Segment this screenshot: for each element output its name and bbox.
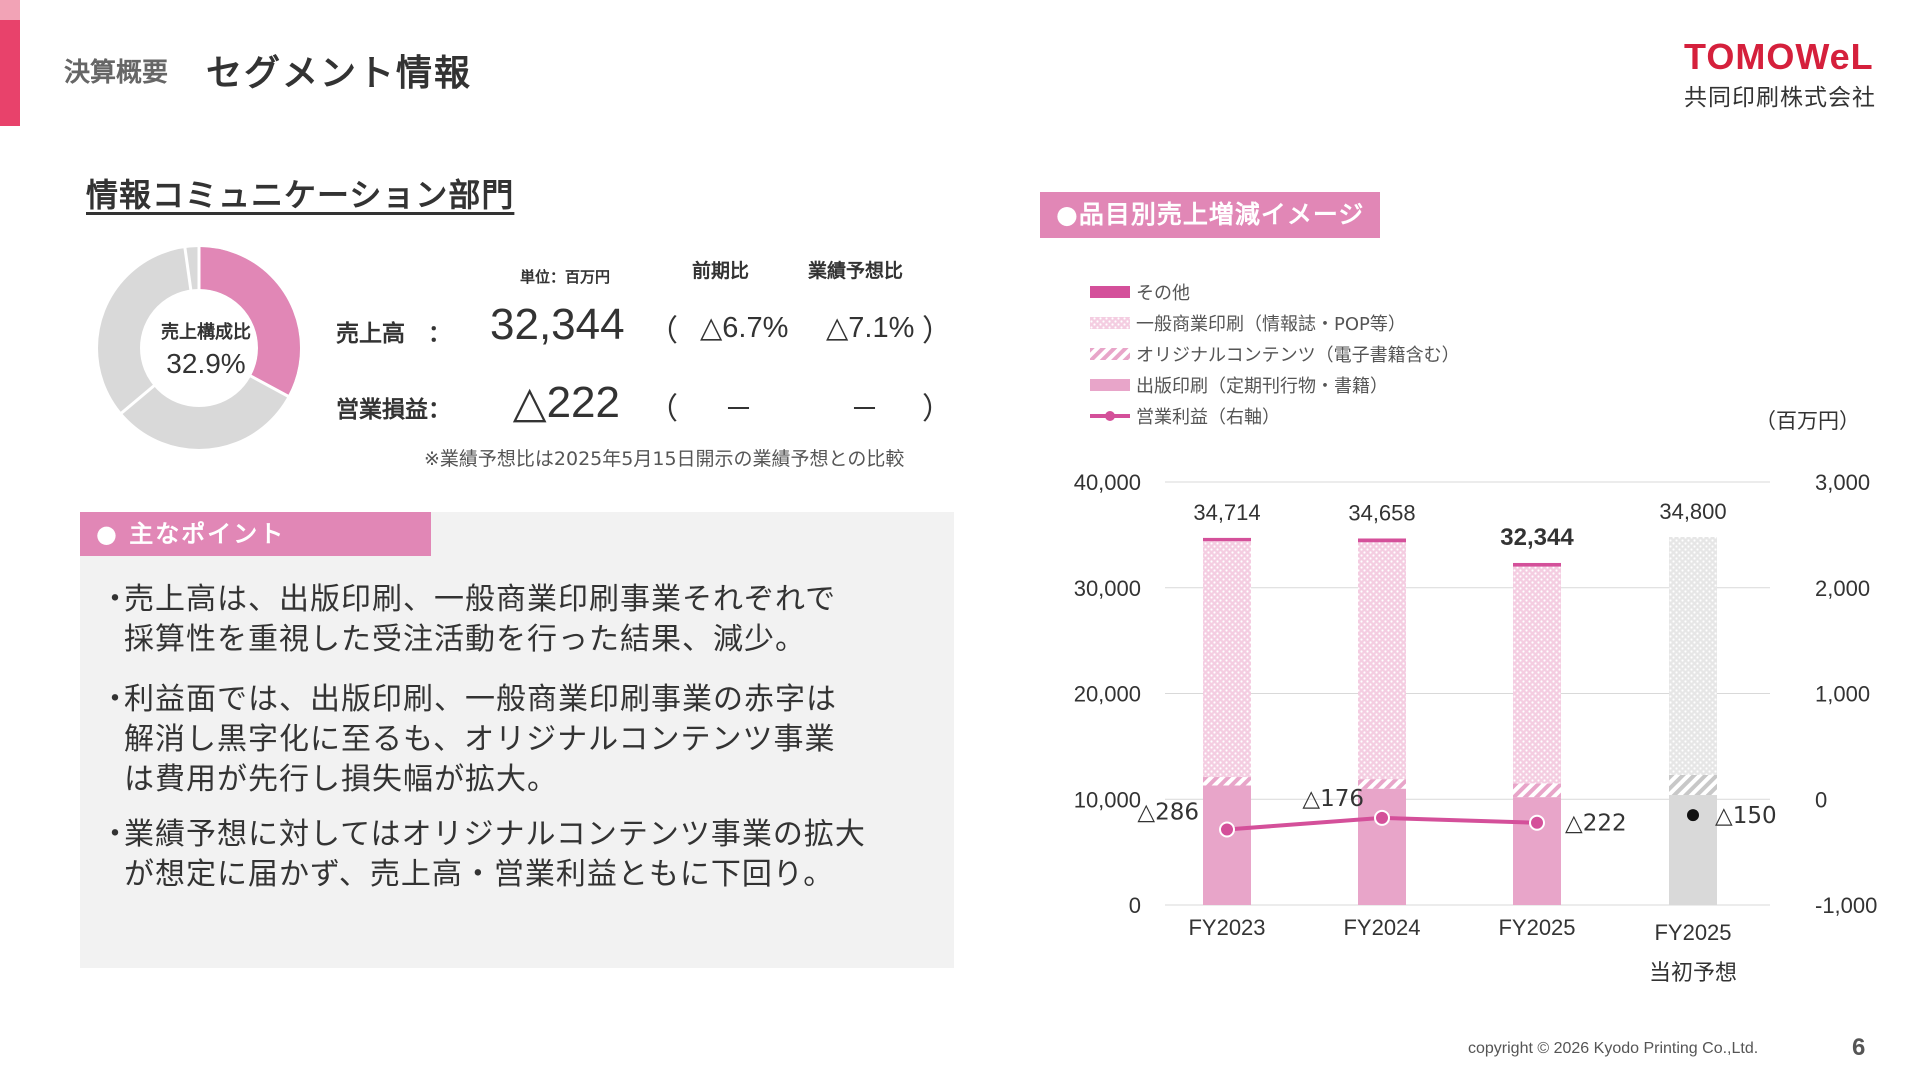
y-left-tick-label: 0 [1129,893,1141,918]
accent-bar-top [0,0,20,20]
legend-label: 出版印刷（定期刊行物・書籍） [1136,376,1388,397]
legend-swatch [1090,286,1130,298]
footnote: ※業績予想比は2025年5月15日開示の業績予想との比較 [424,448,905,470]
company-logo-name: 共同印刷株式会社 [1684,85,1876,111]
chart-title: ●品目別売上増減イメージ [1040,192,1380,238]
bar-segment [1203,541,1251,778]
x-tick-label: FY2025 [1654,920,1731,945]
kpi-label-sales: 売上高 ： [336,321,451,347]
bar-total-label: 34,658 [1348,500,1415,525]
column-header-forecast: 業績予想比 [808,260,904,282]
unit-label: 単位：百万円 [520,268,611,286]
y-right-tick-label: 2,000 [1815,576,1870,601]
x-tick-label: 当初予想 [1649,960,1737,985]
kpi-forecast-sales: △7.1% [826,312,915,344]
x-tick-label: FY2025 [1498,915,1575,940]
donut-label: 売上構成比 [161,322,251,343]
y-left-tick-label: 40,000 [1074,470,1141,495]
paren-close: ） [922,314,952,349]
forecast-income-marker [1687,809,1699,822]
bullet-mark: ・ [100,817,131,852]
point-line: 売上高は、出版印刷、一般商業印刷事業それぞれで [124,582,837,617]
breadcrumb: 決算概要 [64,58,169,88]
company-logo-wordmark: TOMOWeL [1684,36,1874,77]
x-tick-label: FY2024 [1343,915,1420,940]
points-title: ● 主なポイント [80,512,431,556]
bar-segment [1669,536,1717,775]
operating-income-marker [1374,809,1390,826]
bar-segment [1358,538,1406,543]
point-line: が想定に届かず、売上高・営業利益ともに下回り。 [124,857,835,892]
legend-label: オリジナルコンテンツ（電子書籍含む） [1136,345,1460,366]
point-line: 利益面では、出版印刷、一般商業印刷事業の赤字は [124,682,837,717]
kpi-yoy-sales: △6.7% [700,312,789,344]
paren-open: （ [648,392,678,427]
page-number: 6 [1852,1034,1866,1061]
bar-total-label: 34,714 [1193,500,1260,525]
y-left-tick-label: 20,000 [1074,682,1141,707]
kpi-value-sales: 32,344 [490,300,625,349]
bar-total-label: 32,344 [1500,524,1574,551]
points-panel [80,512,954,968]
right-axis-unit: （百万円） [1755,409,1860,433]
bar-segment [1203,777,1251,786]
x-tick-label: FY2023 [1188,915,1265,940]
kpi-yoy-operating: － [724,394,754,426]
sales-stacked-bar-chart: 0 10,000 20,000 30,000 40,000 -1,000 0 1,000 2,0… [1074,283,1878,985]
bar-segment [1203,537,1251,542]
operating-income-label: △176 [1302,786,1364,812]
bar-segment [1513,566,1561,784]
kpi-forecast-operating: － [850,394,880,426]
donut-hole [142,291,256,405]
point-line: 採算性を重視した受注活動を行った結果、減少。 [124,622,806,657]
y-left-tick-label: 30,000 [1074,576,1141,601]
paren-close: ） [922,392,952,427]
point-item: ・ 売上高は、出版印刷、一般商業印刷事業それぞれで 採算性を重視した受注活動を行… [100,580,900,660]
bar-total-label: 34,800 [1659,499,1726,524]
column-header-yoy: 前期比 [692,260,750,282]
section-title: 情報コミュニケーション部門 [86,176,515,214]
bar-segment [1513,783,1561,798]
point-line: は費用が先行し損失幅が拡大。 [124,762,558,797]
point-line: 業績予想に対してはオリジナルコンテンツ事業の拡大 [124,817,866,852]
bullet-mark: ・ [100,682,131,717]
accent-bar [0,0,20,126]
donut-value: 32.9% [166,348,246,379]
y-right-tick-label: -1,000 [1815,893,1877,918]
share-donut-chart [98,243,300,449]
operating-income-label: △222 [1565,811,1627,837]
copyright: copyright © 2026 Kyodo Printing Co.,Ltd. [1468,1040,1759,1057]
point-line: 解消し黒字化に至るも、オリジナルコンテンツ事業 [124,722,836,757]
kpi-value-operating: △222 [512,378,620,427]
legend-swatch-marker [1105,411,1115,421]
bar-segment [1513,797,1561,905]
y-right-tick-label: 1,000 [1815,682,1870,707]
y-right-tick-label: 0 [1815,787,1827,812]
point-item: ・ 利益面では、出版印刷、一般商業印刷事業の赤字は 解消し黒字化に至るも、オリジ… [100,680,900,800]
bar-segment [1669,774,1717,796]
operating-income-label: △286 [1137,799,1199,825]
y-right-tick-label: 3,000 [1815,470,1870,495]
legend-swatch [1090,348,1130,360]
legend-swatch [1090,379,1130,391]
legend-swatch [1090,317,1130,329]
kpi-label-operating: 営業損益： [336,397,451,423]
point-item: ・ 業績予想に対してはオリジナルコンテンツ事業の拡大 が想定に届かず、売上高・営… [100,815,900,895]
bullet-mark: ・ [100,582,131,617]
paren-open: （ [648,314,678,349]
y-left-tick-label: 10,000 [1074,787,1141,812]
bar-segment [1203,785,1251,905]
bar-segment [1513,562,1561,567]
bar-segment [1358,542,1406,780]
operating-income-marker [1529,814,1545,831]
legend-label: その他 [1136,283,1190,304]
bar-segment [1358,779,1406,789]
operating-income-marker [1219,821,1235,838]
operating-income-label: △150 [1715,803,1777,829]
page-title: セグメント情報 [206,53,473,94]
legend-label: 一般商業印刷（情報誌・POP等） [1136,314,1406,335]
bar-segment [1358,788,1406,905]
legend-label: 営業利益（右軸） [1136,407,1280,428]
